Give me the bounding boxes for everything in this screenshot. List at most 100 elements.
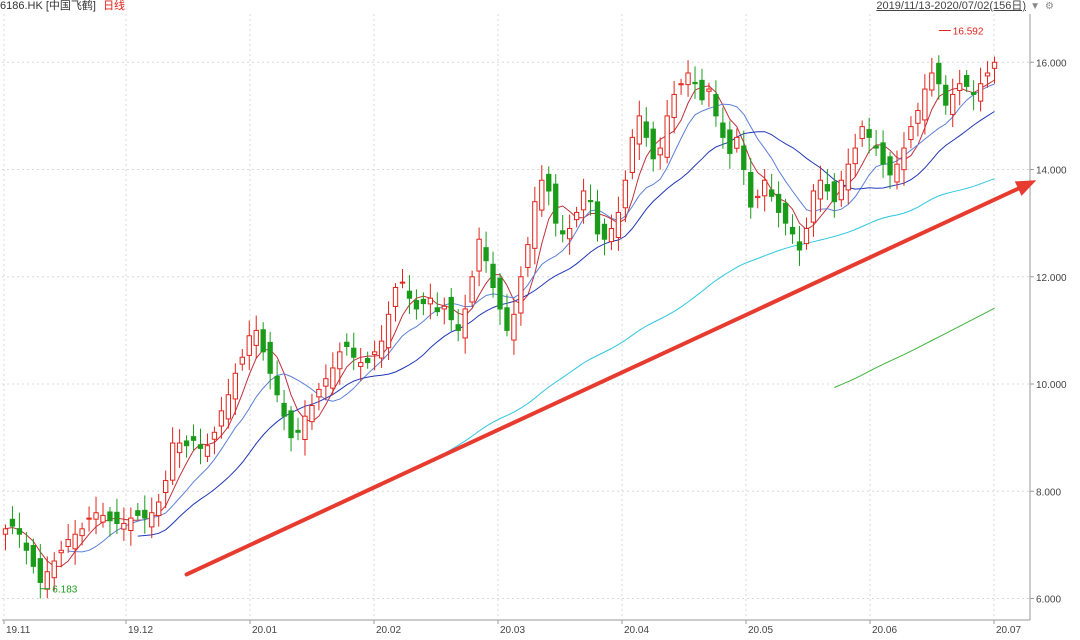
candle	[476, 227, 482, 287]
settings-icon[interactable]: ⚙	[1045, 1, 1054, 12]
date-axis: 19.11 19.12 20.01 20.02 20.03 20.04 20.05 20.06…	[3, 620, 1021, 636]
candle	[107, 506, 113, 537]
candle	[838, 170, 844, 207]
candle-body	[351, 347, 357, 358]
candle	[302, 400, 308, 456]
candle-body	[580, 190, 587, 211]
candle-body	[546, 173, 552, 192]
candle-body	[887, 156, 893, 176]
period-label[interactable]: 日线	[103, 0, 126, 12]
candle-body	[553, 183, 559, 224]
candle-body	[2, 528, 9, 535]
candle	[699, 68, 705, 105]
candle-body	[462, 308, 468, 339]
candle-body	[984, 72, 991, 77]
candle	[469, 270, 475, 308]
candle	[267, 331, 273, 390]
candle	[984, 60, 991, 88]
candle-body	[622, 179, 629, 209]
candle	[734, 128, 740, 153]
stock-name: [中国飞鹤]	[45, 0, 96, 12]
candle-body	[803, 228, 810, 245]
candle-body	[789, 226, 796, 235]
candle-body	[671, 93, 677, 118]
candle-body	[211, 431, 218, 440]
candle	[762, 169, 768, 212]
candle	[922, 74, 928, 135]
candle	[587, 184, 594, 216]
candle	[190, 424, 197, 451]
candle-body	[901, 147, 907, 171]
candle-body	[643, 121, 649, 138]
candle-body	[302, 415, 308, 441]
candle-body	[93, 512, 99, 520]
candle-body	[720, 122, 726, 138]
y-tick-label: 12.000	[1036, 273, 1067, 284]
candle-body	[936, 62, 942, 85]
candle	[434, 292, 440, 317]
candle	[594, 189, 601, 242]
candle	[490, 251, 496, 298]
candle	[629, 129, 635, 180]
candle	[852, 133, 858, 178]
candle	[413, 289, 420, 320]
candle-body	[748, 171, 754, 208]
candle	[392, 283, 399, 322]
candle-body	[532, 201, 538, 249]
candle-body	[79, 528, 85, 537]
candle-body	[957, 83, 963, 91]
price-annotations: 16.592 6.183	[40, 27, 984, 596]
candle	[93, 496, 99, 535]
candle-body	[371, 351, 378, 355]
candle	[316, 383, 322, 411]
candle-body	[135, 510, 141, 516]
candle-body	[406, 290, 413, 299]
candle	[671, 80, 677, 134]
candle-body	[873, 145, 879, 149]
candle-body	[845, 163, 851, 191]
candle	[427, 283, 434, 320]
candle-body	[782, 202, 789, 224]
chart-header-left: 6186.HK [中国飞鹤] 日线	[0, 0, 125, 13]
candle	[706, 82, 712, 107]
candle	[963, 70, 970, 93]
candle	[796, 225, 803, 266]
candle-body	[692, 81, 698, 85]
candle	[385, 301, 392, 360]
candle	[692, 66, 698, 99]
candle	[288, 405, 294, 452]
candle	[504, 294, 510, 337]
candle-body	[852, 147, 858, 165]
candle	[859, 120, 865, 147]
date-range-label[interactable]: 2019/11/13-2020/07/02(156日)	[876, 0, 1026, 12]
y-tick-label: 16.000	[1036, 58, 1067, 69]
candle	[573, 206, 580, 228]
candle-body	[420, 298, 427, 305]
candle	[309, 393, 315, 430]
candle-body	[197, 444, 204, 449]
candle	[156, 493, 162, 527]
candle	[518, 266, 524, 326]
candle	[810, 183, 817, 237]
candle	[455, 309, 461, 342]
candle-body	[365, 358, 371, 364]
candle	[37, 544, 43, 599]
trend-arrow-shaft	[184, 186, 1021, 577]
candle	[678, 78, 684, 95]
candle-body	[253, 329, 259, 346]
candle-body	[699, 79, 705, 101]
candlestick-series	[2, 55, 998, 599]
candle	[775, 181, 782, 228]
candle-body	[190, 436, 197, 441]
candle-body	[344, 341, 350, 347]
candle	[260, 322, 266, 361]
candle-body	[378, 340, 385, 359]
candle-body	[37, 558, 43, 583]
candle-body	[608, 228, 615, 243]
candle-body	[455, 324, 461, 331]
candle-body	[685, 72, 691, 86]
candle	[601, 218, 608, 256]
dropdown-triangle-icon[interactable]: ▼	[1030, 1, 1040, 12]
candle-body	[476, 238, 482, 272]
